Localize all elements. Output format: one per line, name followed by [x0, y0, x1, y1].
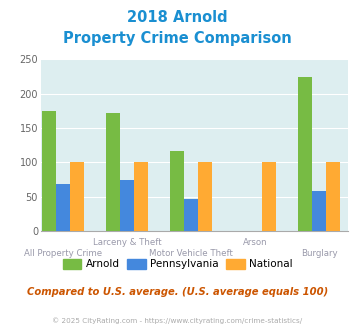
Text: Property Crime Comparison: Property Crime Comparison: [63, 31, 292, 46]
Text: 2018 Arnold: 2018 Arnold: [127, 10, 228, 25]
Legend: Arnold, Pennsylvania, National: Arnold, Pennsylvania, National: [59, 254, 296, 273]
Bar: [326, 162, 340, 231]
Bar: [106, 113, 120, 231]
Bar: [56, 184, 70, 231]
Text: Compared to U.S. average. (U.S. average equals 100): Compared to U.S. average. (U.S. average …: [27, 287, 328, 297]
Text: All Property Crime: All Property Crime: [24, 249, 102, 258]
Bar: [134, 162, 148, 231]
Bar: [42, 111, 56, 231]
Bar: [298, 77, 312, 231]
Bar: [170, 151, 184, 231]
Bar: [70, 162, 84, 231]
Text: Arson: Arson: [243, 238, 267, 247]
Text: Larceny & Theft: Larceny & Theft: [93, 238, 162, 247]
Bar: [120, 180, 134, 231]
Text: Burglary: Burglary: [301, 249, 337, 258]
Bar: [262, 162, 276, 231]
Bar: [198, 162, 212, 231]
Bar: [312, 191, 326, 231]
Text: © 2025 CityRating.com - https://www.cityrating.com/crime-statistics/: © 2025 CityRating.com - https://www.city…: [53, 317, 302, 324]
Bar: [184, 199, 198, 231]
Text: Motor Vehicle Theft: Motor Vehicle Theft: [149, 249, 233, 258]
